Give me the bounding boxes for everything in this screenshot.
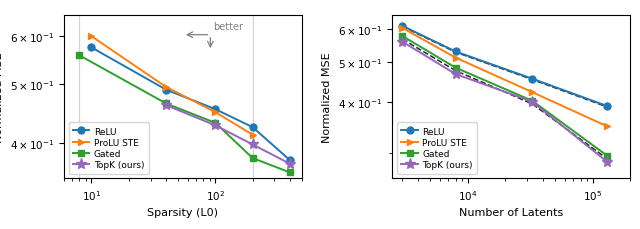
TopK (ours): [452, 73, 460, 76]
Line: TopK (ours): TopK (ours): [161, 100, 296, 169]
ReLU: [452, 51, 460, 54]
TopK (ours): [604, 161, 611, 164]
ReLU: [212, 108, 220, 111]
ReLU: [162, 89, 170, 92]
TopK (ours): [399, 41, 406, 44]
ReLU: [286, 159, 294, 162]
Line: ReLU: ReLU: [399, 23, 611, 110]
Line: TopK (ours): TopK (ours): [397, 37, 613, 168]
TopK (ours): [529, 101, 536, 104]
ReLU: [604, 105, 611, 108]
Line: Gated: Gated: [76, 53, 294, 176]
Y-axis label: Normalized MSE: Normalized MSE: [0, 52, 4, 142]
Gated: [212, 122, 220, 125]
ReLU: [88, 47, 95, 50]
ReLU: [529, 78, 536, 81]
ProLU STE: [88, 36, 95, 38]
Gated: [162, 103, 170, 105]
Legend: ReLU, ProLU STE, Gated, TopK (ours): ReLU, ProLU STE, Gated, TopK (ours): [68, 123, 149, 174]
Gated: [399, 35, 406, 38]
Text: better: better: [212, 22, 243, 32]
ProLU STE: [399, 27, 406, 30]
Gated: [604, 155, 611, 158]
TopK (ours): [249, 144, 257, 146]
ReLU: [249, 126, 257, 129]
ReLU: [399, 25, 406, 28]
X-axis label: Number of Latents: Number of Latents: [460, 207, 564, 218]
Line: ProLU STE: ProLU STE: [399, 25, 611, 130]
Line: ProLU STE: ProLU STE: [88, 34, 256, 139]
ProLU STE: [249, 134, 257, 136]
ProLU STE: [604, 125, 611, 128]
Gated: [249, 157, 257, 160]
ProLU STE: [452, 57, 460, 60]
Gated: [452, 67, 460, 70]
Legend: ReLU, ProLU STE, Gated, TopK (ours): ReLU, ProLU STE, Gated, TopK (ours): [397, 123, 477, 174]
X-axis label: Sparsity (L0): Sparsity (L0): [147, 207, 218, 218]
TopK (ours): [286, 163, 294, 165]
ProLU STE: [529, 91, 536, 94]
TopK (ours): [162, 104, 170, 107]
Line: Gated: Gated: [399, 33, 611, 160]
TopK (ours): [212, 124, 220, 127]
Gated: [286, 171, 294, 174]
ProLU STE: [212, 111, 220, 114]
Y-axis label: Normalized MSE: Normalized MSE: [323, 52, 332, 142]
Gated: [529, 100, 536, 103]
Gated: [76, 55, 83, 57]
ProLU STE: [162, 86, 170, 89]
Line: ReLU: ReLU: [88, 45, 294, 164]
